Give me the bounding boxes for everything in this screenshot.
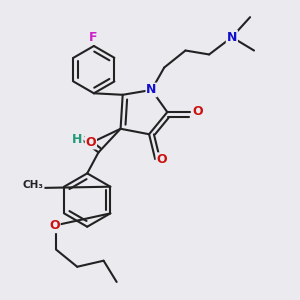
Text: O: O [157,153,167,166]
Text: O: O [49,219,60,232]
Text: O: O [192,105,203,118]
Text: CH₃: CH₃ [23,181,44,190]
Text: H: H [72,134,83,146]
Text: N: N [146,83,157,96]
Text: N: N [227,31,237,44]
Text: F: F [89,31,98,44]
Text: O: O [85,136,96,148]
